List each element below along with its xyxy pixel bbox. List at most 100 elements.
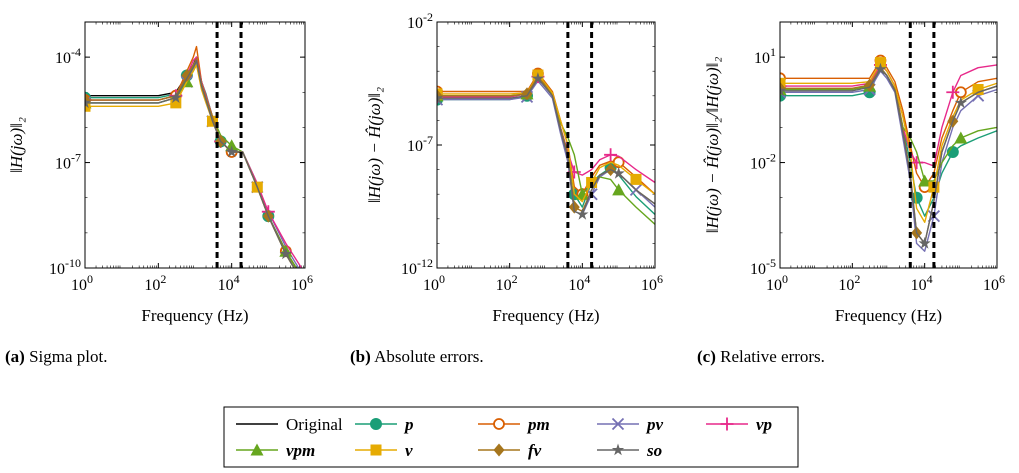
series-so-marker [612, 166, 625, 179]
legend-label: pm [526, 415, 550, 434]
y-axis-label: ‖H(jω) − Ĥ(jω)‖₂/‖H(jω)‖₂ [703, 57, 722, 234]
y-tick-label: 10-7 [407, 133, 433, 155]
y-tick-label: 10-12 [401, 256, 433, 278]
legend-label: Original [286, 415, 343, 434]
series-vp-marker [910, 156, 924, 170]
legend-entry-p: p [355, 415, 414, 434]
legend-vpm-marker [250, 443, 264, 456]
series-so-marker [437, 91, 444, 104]
series-line-vpm [780, 66, 997, 182]
series-so-marker [918, 236, 931, 249]
x-axis-label: Frequency (Hz) [492, 306, 599, 325]
series-line-Original [85, 56, 298, 268]
y-tick-label: 10-2 [750, 151, 776, 173]
legend-label: pv [645, 415, 664, 434]
panel-caption: (b) Absolute errors. [350, 347, 484, 366]
series-so-marker [225, 145, 238, 158]
x-tick-label: 104 [218, 272, 240, 294]
series-vpm-marker [575, 187, 589, 200]
chart-panel-3: 100 102 104 106 10-5 10-2 101 Frequency (Hz) ‖H(… [697, 21, 1005, 366]
legend-vp-marker [720, 417, 734, 431]
legend-entry-fv: fv [478, 441, 542, 460]
series-vpm-marker [612, 183, 626, 196]
x-tick-label: 100 [766, 272, 788, 294]
chart-panel-2: 100 102 104 106 10-12 10-7 10-2 Frequency (Hz) ‖… [350, 10, 663, 366]
series-so-marker [874, 62, 887, 75]
legend-label: vpm [286, 441, 315, 460]
series-vp-marker [946, 85, 960, 99]
series-so-marker [576, 208, 589, 220]
y-tick-label: 10-4 [55, 45, 81, 67]
legend-fv-marker [493, 443, 505, 457]
series-line-fv [85, 58, 295, 268]
x-axis-label: Frequency (Hz) [141, 306, 248, 325]
plot-frame [779, 21, 998, 269]
x-tick-label: 102 [144, 272, 166, 294]
y-axis-label: ‖H(jω)‖₂ [7, 117, 26, 173]
x-tick-label: 104 [911, 272, 933, 294]
y-tick-label: 10-7 [55, 151, 81, 173]
series-vpm-marker [918, 174, 932, 187]
legend-so-marker [611, 443, 625, 456]
plot-frame [84, 21, 306, 269]
legend-entry-so: so [597, 441, 662, 460]
legend-entry-vpm: vpm [236, 441, 315, 460]
panels: 100 102 104 106 10-10 10-7 10-4 Frequency (Hz) ‖… [5, 10, 1005, 366]
plot-frame [436, 21, 656, 269]
minor-ticks [437, 21, 655, 269]
x-tick-label: 106 [291, 272, 313, 294]
x-tick-label: 102 [496, 272, 518, 294]
y-axis-label: ‖H(jω) − Ĥ(jω)‖₂ [365, 87, 384, 203]
chart-panel-1: 100 102 104 106 10-10 10-7 10-4 Frequency (Hz) ‖… [5, 21, 313, 366]
series-line-vp [85, 56, 303, 268]
panel-caption: (a) Sigma plot. [5, 347, 107, 366]
series-so-marker [954, 96, 967, 109]
series-line-pm [85, 45, 298, 268]
series-line-so [85, 59, 295, 268]
series-so-marker [531, 72, 545, 84]
series-v-marker [972, 84, 984, 96]
legend-entry-v: v [355, 441, 413, 460]
legend-pv-marker [611, 417, 625, 431]
x-tick-label: 106 [983, 272, 1005, 294]
legend-p-marker [370, 418, 382, 430]
x-tick-label: 104 [568, 272, 590, 294]
x-tick-label: 102 [838, 272, 860, 294]
legend: Original p pm pv vp vpm v fv so [223, 406, 799, 468]
legend-entry-pv: pv [597, 415, 664, 434]
series-v-marker [170, 97, 182, 109]
series-fv-marker [181, 69, 193, 83]
y-tick-label: 101 [754, 45, 776, 67]
legend-pm-marker [493, 418, 505, 430]
panel-caption: (c) Relative errors. [697, 347, 825, 366]
legend-entry-vp: vp [706, 415, 772, 434]
x-tick-label: 106 [641, 272, 663, 294]
series-line-p [85, 56, 298, 268]
y-tick-label: 10-10 [49, 256, 81, 278]
legend-label: v [405, 441, 413, 460]
legend-box [223, 406, 799, 468]
series-vp-marker [604, 148, 618, 162]
legend-v-marker [370, 444, 382, 456]
series-so-marker [169, 91, 182, 103]
legend-label: so [646, 441, 662, 460]
legend-entry-pm: pm [478, 415, 550, 434]
legend-label: vp [756, 415, 772, 434]
series-so-marker [780, 84, 787, 97]
series-line-v [437, 74, 655, 203]
series-so-marker [279, 247, 292, 260]
series-group [437, 67, 655, 225]
legend-label: p [403, 415, 414, 434]
series-group [780, 54, 997, 252]
series-group [85, 45, 303, 268]
minor-ticks [780, 21, 997, 269]
legend-label: fv [528, 441, 542, 460]
series-v-marker [630, 173, 642, 185]
series-v-marker [874, 57, 886, 69]
series-vpm-marker [954, 131, 968, 144]
y-tick-label: 10-5 [750, 256, 776, 278]
x-tick-label: 100 [71, 272, 93, 294]
legend-entry-Original: Original [236, 415, 343, 434]
x-tick-label: 100 [423, 272, 445, 294]
